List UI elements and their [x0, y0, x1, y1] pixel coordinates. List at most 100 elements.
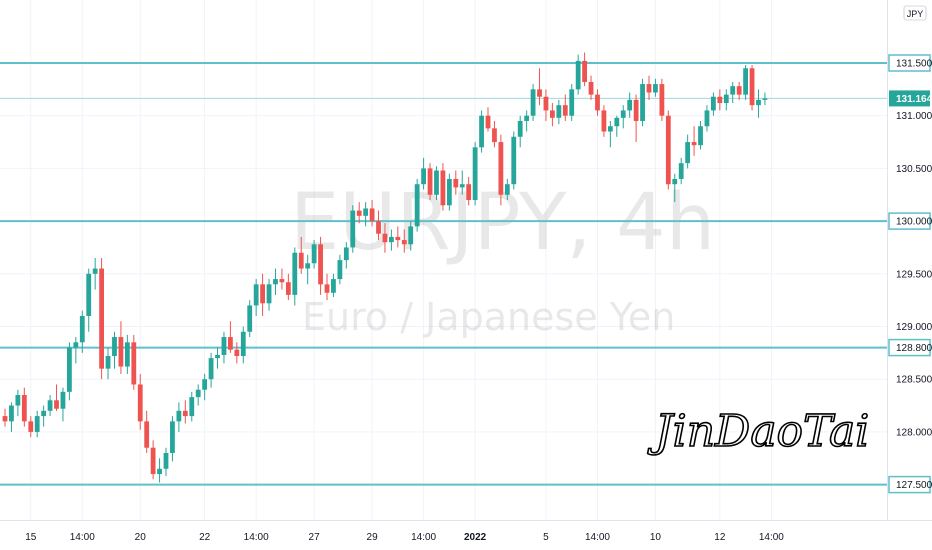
candle-up[interactable] [60, 387, 66, 422]
candle-up[interactable] [221, 331, 227, 364]
candle-up[interactable] [92, 257, 98, 290]
candle-up[interactable] [311, 240, 317, 269]
candle-up[interactable] [678, 157, 684, 185]
candle-down[interactable] [691, 126, 697, 156]
candle-up[interactable] [704, 105, 710, 132]
candle-down[interactable] [665, 110, 671, 190]
candle-down[interactable] [2, 408, 8, 427]
candle-up[interactable] [389, 229, 394, 251]
candle-up[interactable] [292, 247, 298, 306]
candle-down[interactable] [498, 134, 504, 206]
candle-up[interactable] [762, 92, 768, 106]
candle-down[interactable] [228, 321, 233, 353]
candle-down[interactable] [543, 89, 549, 121]
candle-up[interactable] [247, 300, 253, 338]
candle-up[interactable] [569, 84, 575, 121]
candle-up[interactable] [363, 202, 369, 227]
candle-up[interactable] [446, 173, 452, 211]
candle-up[interactable] [337, 254, 343, 285]
candle-down[interactable] [537, 68, 542, 106]
candle-down[interactable] [550, 103, 555, 127]
candle-up[interactable] [34, 410, 40, 438]
candle-up[interactable] [112, 331, 117, 369]
candle-up[interactable] [653, 78, 658, 97]
candle-up[interactable] [79, 310, 85, 353]
candle-down[interactable] [601, 105, 607, 137]
candle-down[interactable] [401, 229, 407, 253]
candle-up[interactable] [743, 65, 748, 100]
candle-up[interactable] [640, 78, 645, 127]
candle-down[interactable] [144, 410, 150, 453]
candle-up[interactable] [607, 120, 613, 148]
candle-down[interactable] [150, 440, 156, 480]
horizontal-levels[interactable] [0, 62, 887, 486]
candle-up[interactable] [157, 458, 162, 483]
candle-up[interactable] [305, 254, 311, 285]
candle-up[interactable] [9, 402, 14, 432]
price-axis[interactable]: JPY 131.500 131.000 130.500 130.000 129.500 1… [887, 0, 932, 520]
candle-up[interactable] [530, 84, 536, 121]
candle-up[interactable] [614, 115, 620, 137]
candle-down[interactable] [485, 107, 491, 132]
candle-up[interactable] [202, 373, 208, 401]
candle-up[interactable] [350, 205, 356, 253]
candle-down[interactable] [736, 81, 742, 100]
candle-up[interactable] [124, 334, 130, 374]
candle-down[interactable] [595, 89, 600, 116]
candle-up[interactable] [511, 131, 517, 190]
candle-up[interactable] [47, 395, 53, 417]
candle-up[interactable] [208, 352, 214, 388]
candle-down[interactable] [131, 334, 137, 390]
candle-up[interactable] [672, 173, 678, 203]
candle-up[interactable] [627, 92, 633, 118]
candle-up[interactable] [73, 337, 79, 364]
time-axis[interactable]: 15 14:00 20 22 14:00 27 29 14:00 2022 5 14:00 10 12 1… [0, 520, 932, 544]
candle-down[interactable] [440, 163, 446, 211]
candle-down[interactable] [466, 176, 472, 206]
candle-down[interactable] [427, 163, 433, 201]
candle-up[interactable] [685, 134, 691, 169]
candle-down[interactable] [137, 373, 143, 430]
candle-up[interactable] [723, 89, 729, 111]
candle-up[interactable] [414, 178, 420, 232]
candle-down[interactable] [318, 236, 323, 295]
candle-down[interactable] [279, 268, 285, 290]
candle-up[interactable] [575, 54, 581, 95]
candle-down[interactable] [28, 416, 34, 438]
candle-up[interactable] [176, 402, 182, 432]
candle-down[interactable] [324, 273, 330, 301]
candle-down[interactable] [659, 78, 665, 121]
candle-up[interactable] [517, 115, 523, 148]
candle-up[interactable] [163, 447, 169, 477]
candle-up[interactable] [434, 166, 439, 201]
candle-down[interactable] [562, 94, 568, 121]
candle-up[interactable] [240, 326, 246, 364]
candle-down[interactable] [646, 75, 652, 100]
candle-down[interactable] [99, 257, 104, 380]
candle-up[interactable] [421, 157, 426, 190]
candle-down[interactable] [369, 200, 375, 227]
candle-up[interactable] [556, 99, 562, 125]
candle-up[interactable] [331, 273, 336, 297]
candle-up[interactable] [504, 178, 510, 201]
candle-up[interactable] [86, 268, 92, 332]
candle-up[interactable] [343, 242, 349, 269]
candle-up[interactable] [756, 89, 761, 118]
candle-up[interactable] [195, 384, 201, 406]
candle-down[interactable] [182, 400, 188, 424]
candles[interactable] [2, 52, 768, 483]
candle-up[interactable] [472, 142, 478, 206]
candle-up[interactable] [15, 389, 21, 417]
candle-down[interactable] [118, 321, 124, 374]
candle-down[interactable] [298, 236, 304, 274]
candle-down[interactable] [633, 94, 639, 143]
candle-down[interactable] [234, 342, 240, 364]
candle-up[interactable] [711, 92, 716, 116]
candle-up[interactable] [189, 391, 195, 422]
candle-down[interactable] [582, 52, 587, 87]
candle-down[interactable] [21, 387, 27, 427]
candle-down[interactable] [376, 210, 381, 241]
candle-down[interactable] [285, 273, 291, 301]
candle-down[interactable] [588, 75, 594, 100]
candle-down[interactable] [395, 226, 401, 248]
